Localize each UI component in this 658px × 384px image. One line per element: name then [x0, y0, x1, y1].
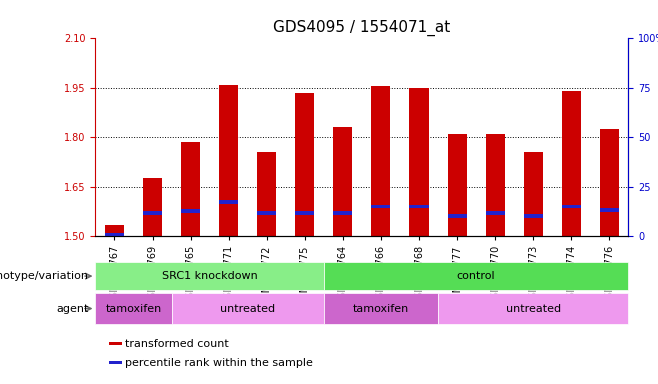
Bar: [486, 211, 505, 215]
Bar: [181, 142, 200, 236]
Bar: [105, 225, 124, 236]
Bar: [409, 88, 428, 236]
Bar: [172, 293, 324, 324]
Bar: [95, 293, 172, 324]
Bar: [219, 84, 238, 236]
Text: untreated: untreated: [220, 303, 275, 314]
Bar: [371, 205, 390, 209]
Bar: [562, 205, 581, 209]
Bar: [257, 211, 276, 215]
Bar: [295, 211, 315, 215]
Bar: [95, 262, 324, 290]
Text: agent: agent: [57, 303, 89, 314]
Bar: [295, 93, 315, 236]
Text: percentile rank within the sample: percentile rank within the sample: [126, 358, 313, 368]
Bar: [600, 129, 619, 236]
Bar: [371, 86, 390, 236]
Bar: [524, 214, 543, 218]
Bar: [447, 134, 467, 236]
Title: GDS4095 / 1554071_at: GDS4095 / 1554071_at: [273, 20, 451, 36]
Bar: [143, 179, 162, 236]
Bar: [181, 209, 200, 214]
Bar: [600, 208, 619, 212]
Bar: [486, 134, 505, 236]
Bar: [143, 211, 162, 215]
Bar: [109, 342, 122, 345]
Bar: [409, 205, 428, 209]
Text: SRC1 knockdown: SRC1 knockdown: [162, 271, 257, 281]
Text: genotype/variation: genotype/variation: [0, 271, 89, 281]
Bar: [524, 152, 543, 236]
Bar: [324, 262, 628, 290]
Bar: [334, 211, 353, 215]
Bar: [257, 152, 276, 236]
Bar: [438, 293, 628, 324]
Bar: [447, 214, 467, 218]
Bar: [109, 361, 122, 364]
Text: control: control: [457, 271, 495, 281]
Bar: [334, 127, 353, 236]
Bar: [105, 233, 124, 237]
Text: tamoxifen: tamoxifen: [353, 303, 409, 314]
Text: tamoxifen: tamoxifen: [105, 303, 162, 314]
Bar: [562, 91, 581, 236]
Bar: [324, 293, 438, 324]
Bar: [219, 200, 238, 204]
Text: transformed count: transformed count: [126, 339, 229, 349]
Text: untreated: untreated: [505, 303, 561, 314]
